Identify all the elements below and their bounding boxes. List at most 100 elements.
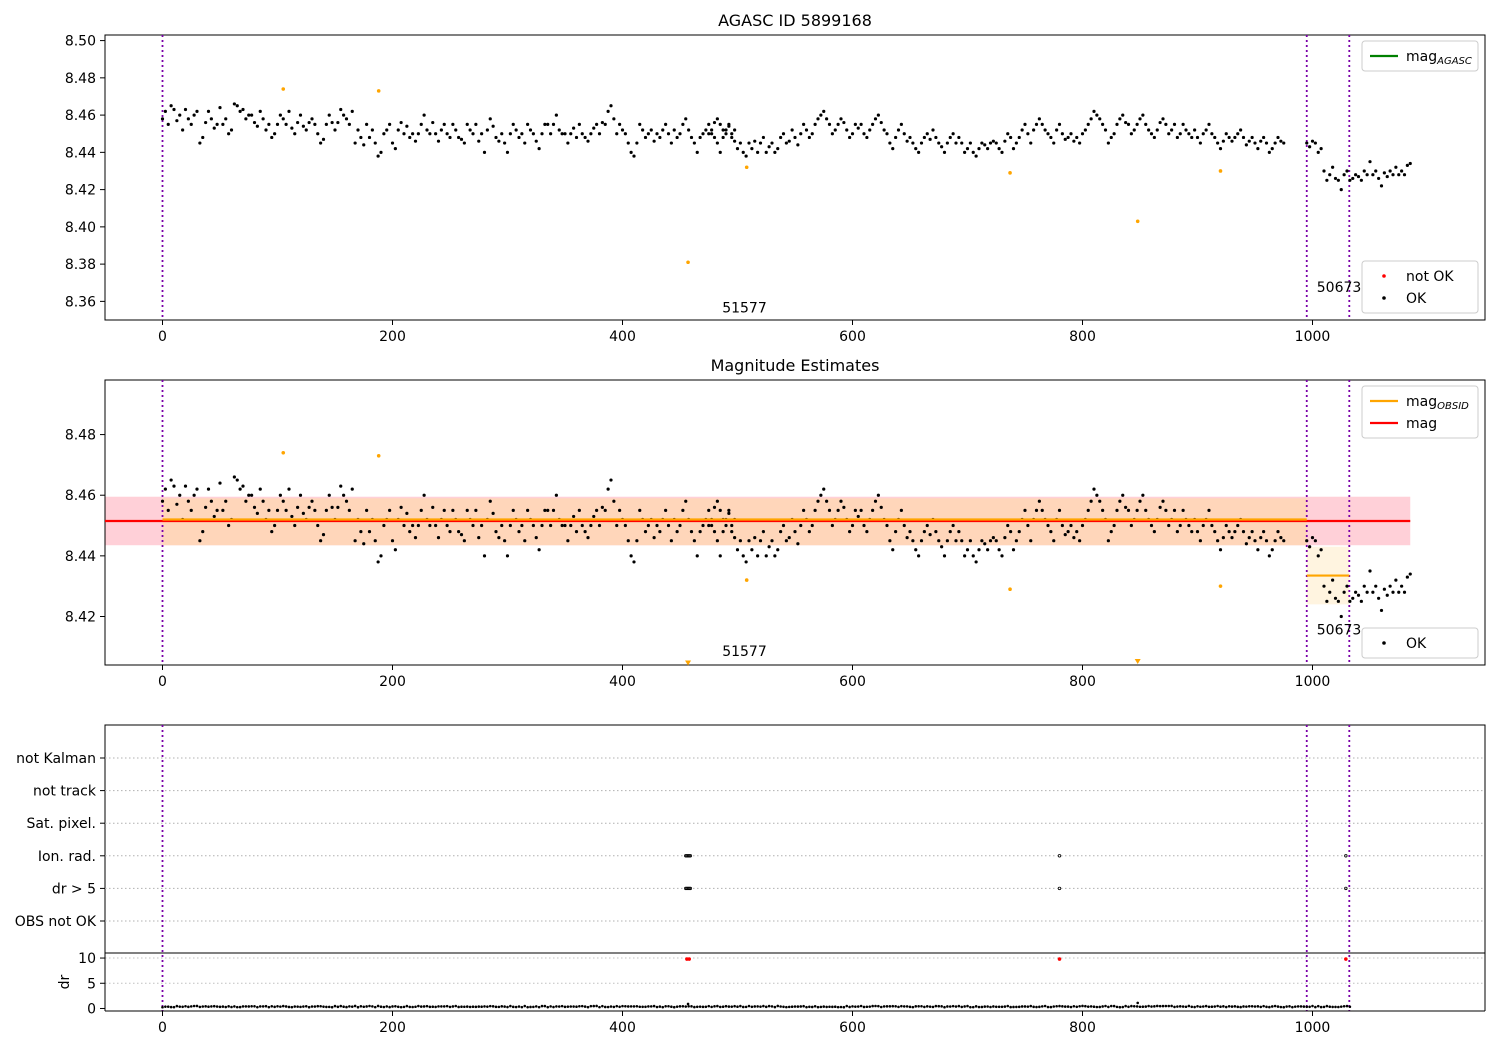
dr-point [224, 1005, 228, 1009]
data-point [1149, 132, 1154, 136]
data-point [793, 135, 797, 140]
dr-point [540, 1004, 544, 1008]
flag-category-label: Sat. pixel. [27, 816, 96, 832]
x-tick-label: 1000 [1295, 674, 1331, 690]
data-point [1316, 150, 1320, 154]
data-point [1170, 128, 1174, 132]
data-point [278, 113, 282, 117]
data-point [632, 154, 636, 158]
data-point [511, 508, 515, 512]
dr-point [598, 1005, 601, 1009]
data-point [1009, 135, 1013, 140]
legend-label: not OK [1406, 269, 1454, 285]
data-point [1124, 505, 1128, 509]
x-tick-label: 800 [1069, 329, 1096, 345]
data-point [1365, 590, 1369, 594]
data-point [557, 128, 561, 132]
data-point [1003, 536, 1007, 540]
data-point [1069, 132, 1073, 136]
flagged-point [744, 165, 749, 170]
dr-point [569, 1005, 573, 1008]
data-point [799, 523, 803, 528]
data-point [204, 120, 208, 125]
data-point [1032, 128, 1036, 132]
dr-point [557, 1005, 561, 1008]
data-point [965, 548, 970, 552]
data-point [767, 145, 771, 149]
dr-point [621, 1004, 624, 1008]
dr-point [233, 1005, 236, 1008]
data-point [549, 523, 553, 528]
data-point [658, 135, 662, 140]
data-point [1345, 584, 1349, 588]
dr-point [1098, 1005, 1102, 1009]
dr-point [463, 1005, 466, 1009]
dr-point [356, 1005, 360, 1009]
dr-point [391, 1005, 394, 1008]
dr-point [1262, 1004, 1265, 1008]
data-point [431, 505, 435, 509]
dr-point [624, 1005, 627, 1008]
dr-point [1075, 1005, 1079, 1009]
data-point [750, 548, 754, 552]
data-point [948, 135, 952, 140]
y-tick-label: 8.48 [65, 428, 96, 444]
dr-point [601, 1004, 604, 1008]
data-point [1126, 508, 1131, 512]
data-point [1080, 523, 1085, 528]
data-point [321, 137, 326, 141]
data-point [477, 139, 481, 143]
data-point [1011, 147, 1016, 151]
data-point [250, 113, 254, 117]
data-point [692, 539, 696, 543]
data-point [925, 523, 929, 528]
dr-point [779, 1005, 782, 1008]
dr-point [819, 1005, 823, 1009]
data-point [643, 529, 648, 534]
data-point [1089, 117, 1093, 121]
data-point [963, 150, 967, 154]
data-point [1181, 508, 1185, 512]
data-point [698, 529, 702, 534]
legend [1361, 627, 1479, 659]
data-point [336, 120, 340, 125]
data-point [945, 141, 949, 145]
data-point [1037, 499, 1041, 503]
dr-point [440, 1005, 443, 1008]
data-point [718, 122, 722, 127]
data-point [871, 122, 875, 127]
data-point [922, 529, 926, 534]
data-point [1233, 529, 1237, 534]
data-point [1086, 122, 1090, 127]
data-point [488, 117, 492, 121]
data-point [741, 150, 745, 154]
dr-point [954, 1005, 958, 1008]
data-point [574, 529, 579, 534]
x-tick-label: 800 [1069, 1020, 1096, 1036]
dr-point [1176, 1005, 1179, 1008]
data-point [227, 132, 231, 136]
data-point [264, 128, 268, 132]
x-tick-label: 600 [839, 674, 866, 690]
flagged-point [744, 578, 749, 582]
dr-point [1230, 1005, 1234, 1008]
data-point [597, 132, 602, 136]
data-point [451, 122, 455, 127]
data-point [1239, 128, 1243, 132]
data-point [911, 141, 915, 145]
data-point [273, 132, 277, 136]
data-point [692, 141, 696, 145]
dr-point [534, 1005, 538, 1008]
data-point [934, 529, 938, 534]
data-point [773, 150, 777, 154]
dr-point [371, 1005, 374, 1008]
data-point [580, 523, 584, 528]
data-point [991, 139, 995, 143]
data-point [951, 523, 955, 528]
data-point [712, 529, 717, 534]
dr-point [532, 1005, 535, 1009]
data-point [1331, 165, 1335, 169]
y-tick-label: 8.42 [65, 609, 96, 625]
data-point [758, 539, 763, 543]
data-point [491, 124, 495, 128]
